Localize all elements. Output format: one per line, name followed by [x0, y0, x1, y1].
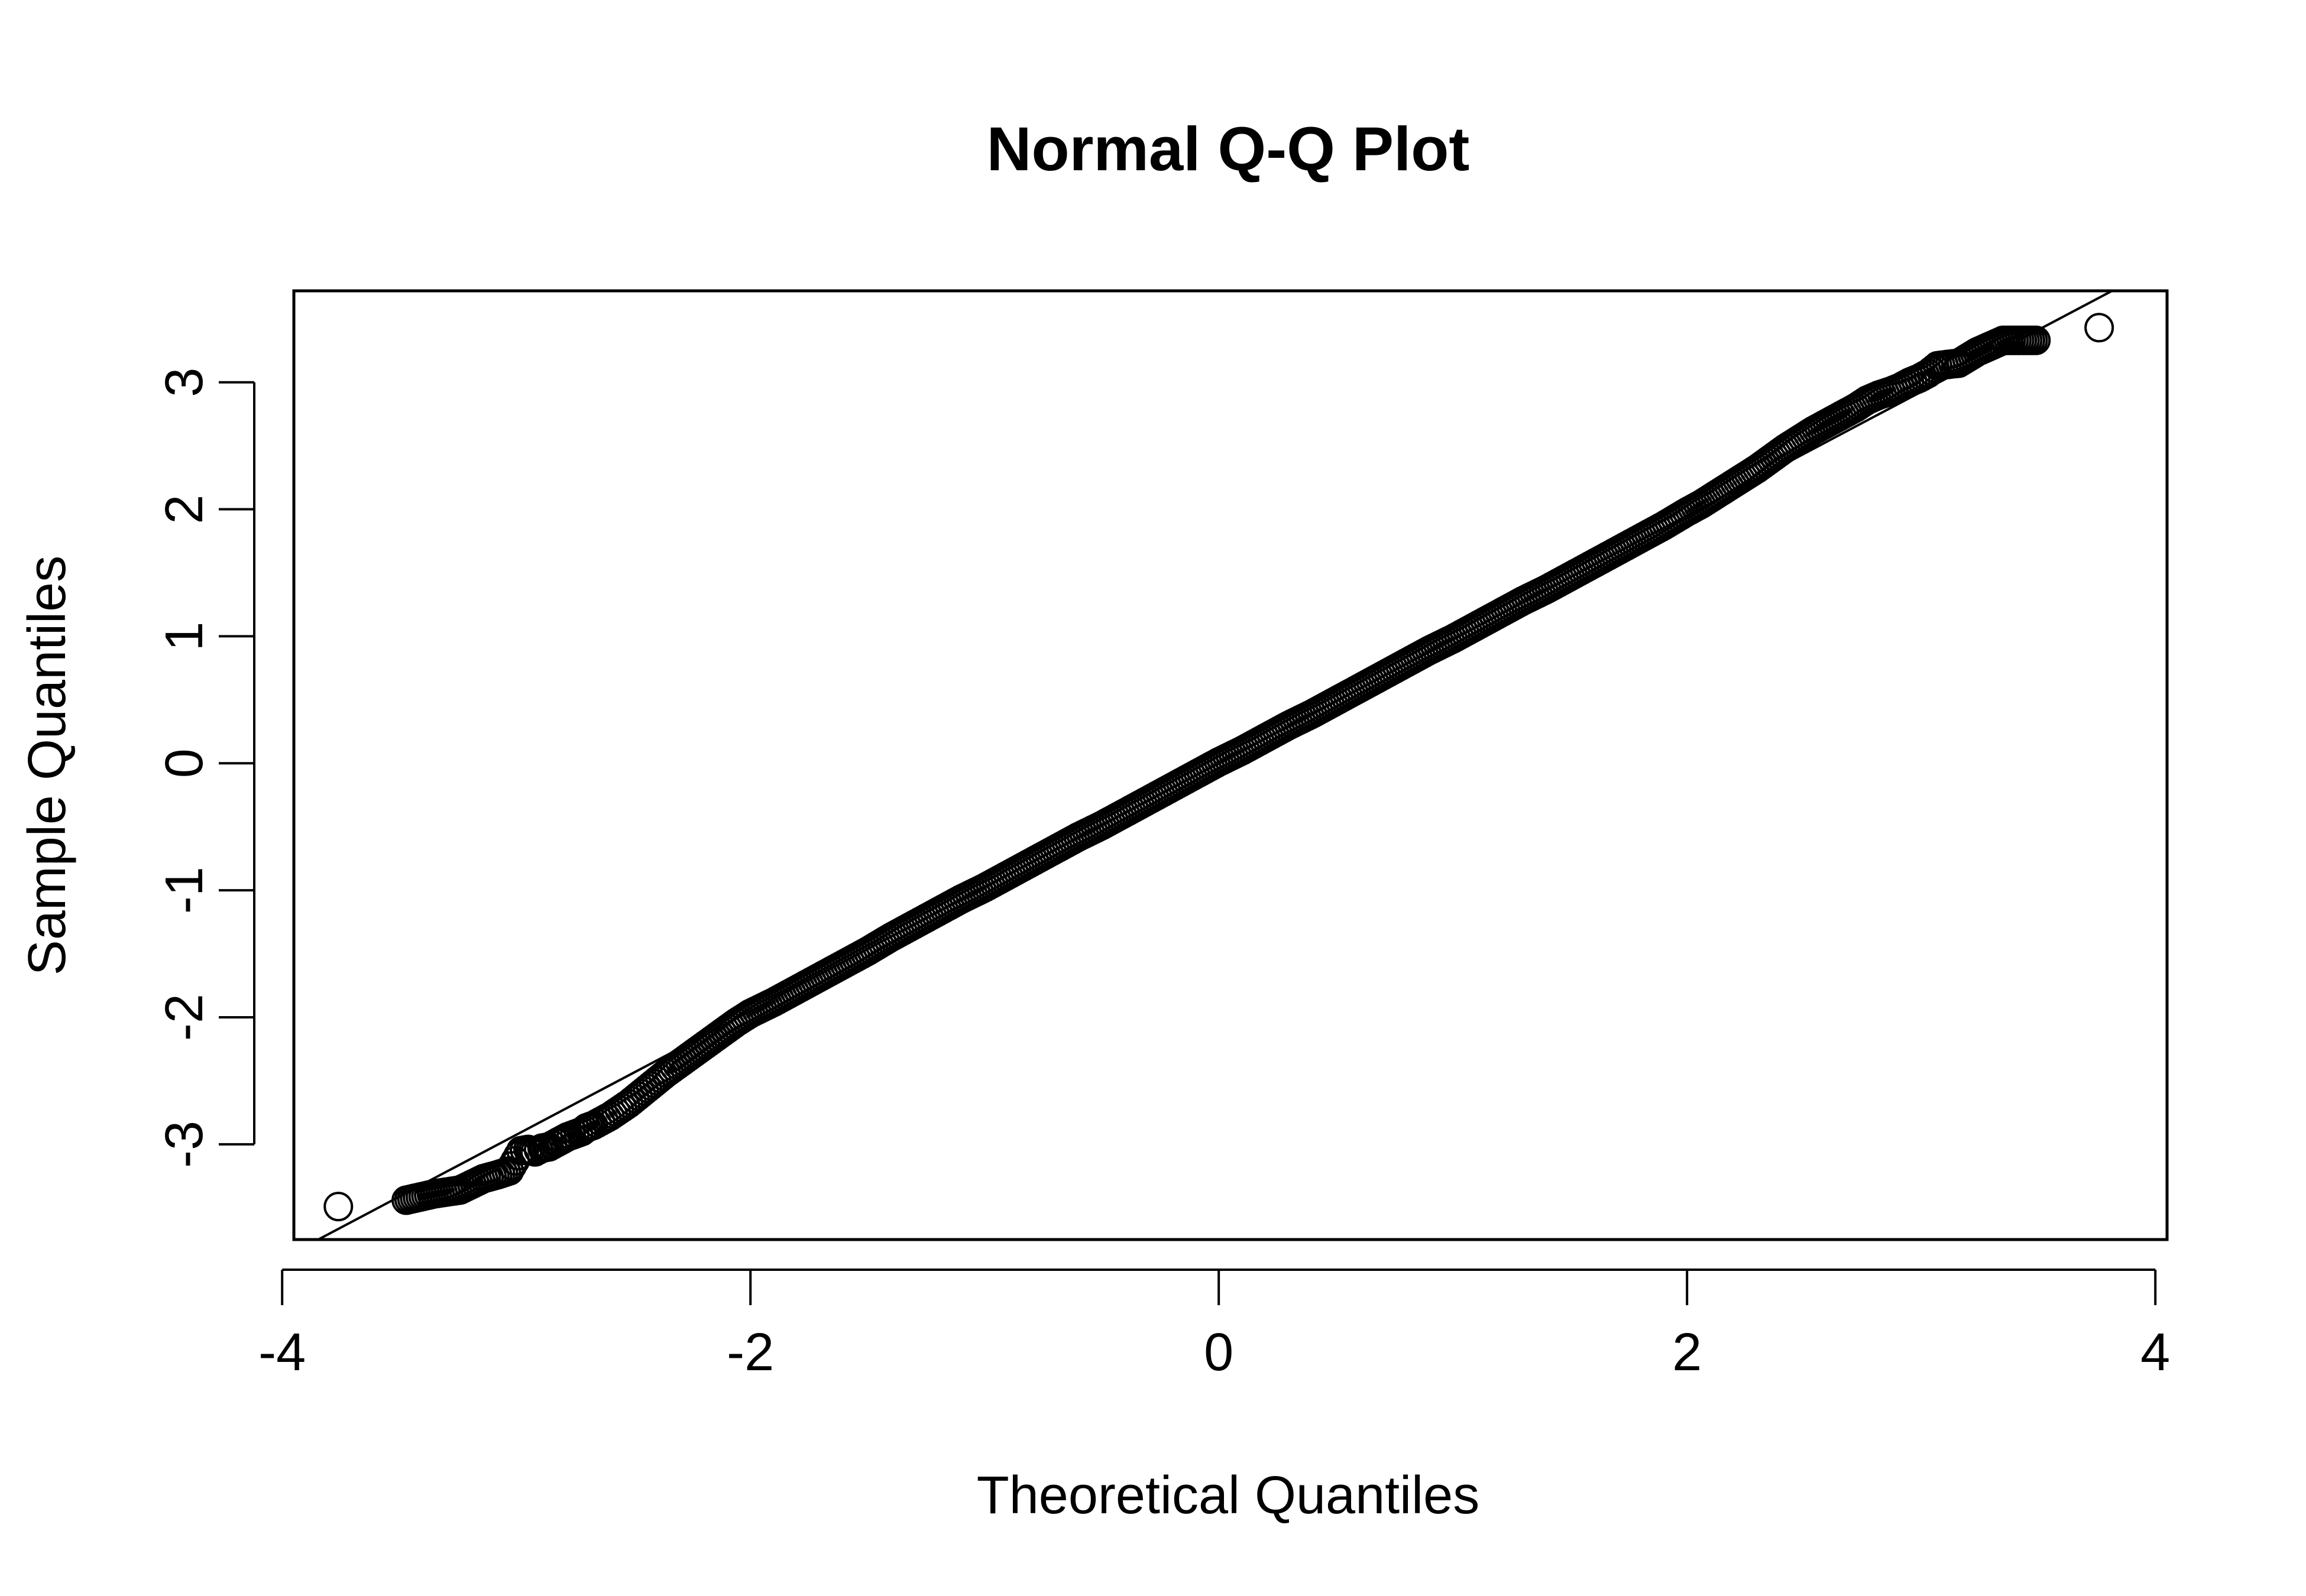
data-point	[2084, 313, 2114, 343]
x-tick-label: 4	[2140, 1323, 2170, 1382]
plot-frame	[292, 289, 2169, 1241]
x-tick-label: 2	[1672, 1323, 1702, 1382]
y-tick-label: -2	[155, 994, 214, 1041]
x-axis-label: Theoretical Quantiles	[977, 1466, 1479, 1525]
x-tick-label: -2	[727, 1323, 774, 1382]
y-axis-label: Sample Quantiles	[18, 556, 77, 975]
y-tick-label: 1	[155, 621, 214, 651]
y-tick-label: -1	[155, 867, 214, 914]
y-tick-label: 3	[155, 368, 214, 397]
x-axis: -4 -2 0 2 4	[258, 1269, 2170, 1382]
y-axis: -3 -2 -1 0 1 2 3	[155, 368, 255, 1168]
y-tick-label: 0	[155, 748, 214, 778]
data-point	[2021, 325, 2051, 355]
x-tick-label: 0	[1204, 1323, 1233, 1382]
chart-title: Normal Q-Q Plot	[987, 115, 1470, 184]
x-tick-label: -4	[258, 1323, 306, 1382]
data-point	[323, 1192, 354, 1222]
y-tick-label: 2	[155, 495, 214, 524]
y-tick-label: -3	[155, 1121, 214, 1168]
